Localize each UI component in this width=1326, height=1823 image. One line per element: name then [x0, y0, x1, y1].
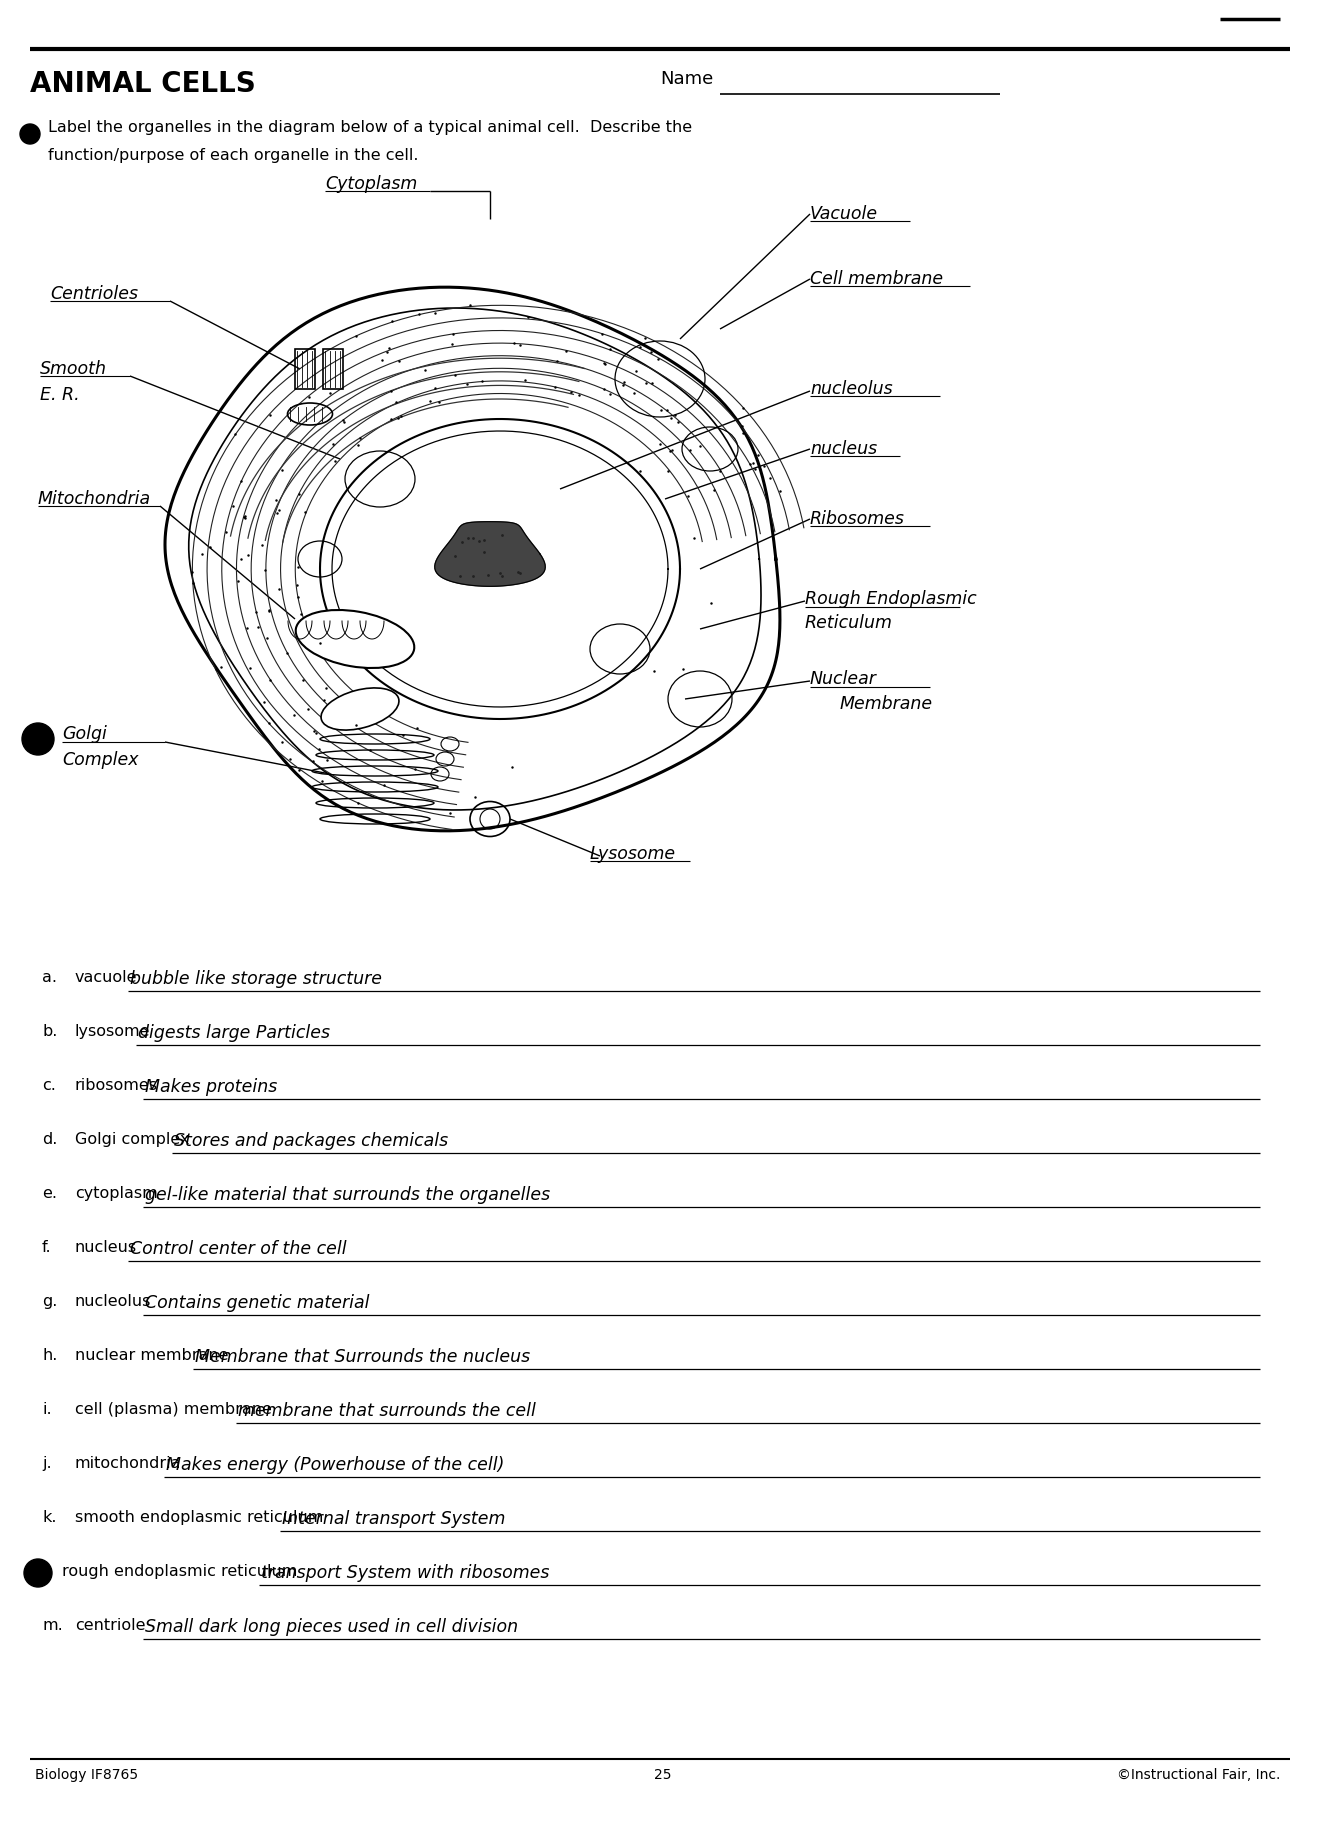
- Text: Control center of the cell: Control center of the cell: [130, 1240, 347, 1258]
- Bar: [324, 350, 343, 390]
- Circle shape: [24, 1559, 52, 1588]
- Text: ANIMAL CELLS: ANIMAL CELLS: [30, 69, 256, 98]
- Text: Makes proteins: Makes proteins: [145, 1077, 277, 1096]
- Text: Golgi: Golgi: [62, 724, 107, 742]
- Text: Membrane that Surrounds the nucleus: Membrane that Surrounds the nucleus: [195, 1347, 530, 1365]
- Text: cytoplasm: cytoplasm: [76, 1185, 158, 1200]
- Text: b.: b.: [42, 1023, 57, 1039]
- Text: nuclear membrane: nuclear membrane: [76, 1347, 228, 1362]
- Text: e.: e.: [42, 1185, 57, 1200]
- Text: f.: f.: [42, 1240, 52, 1254]
- Text: ribosomes: ribosomes: [76, 1077, 158, 1092]
- Text: g.: g.: [42, 1293, 57, 1309]
- Bar: [294, 350, 316, 390]
- Text: Mitochondria: Mitochondria: [38, 490, 151, 509]
- Text: mitochondria: mitochondria: [76, 1455, 182, 1469]
- Text: Cell membrane: Cell membrane: [810, 270, 943, 288]
- Text: Complex: Complex: [62, 751, 138, 769]
- Text: lysosome: lysosome: [76, 1023, 150, 1039]
- Text: j.: j.: [42, 1455, 52, 1469]
- Text: Internal transport System: Internal transport System: [281, 1509, 505, 1528]
- Text: Contains genetic material: Contains genetic material: [145, 1293, 370, 1311]
- Text: transport System with ribosomes: transport System with ribosomes: [261, 1562, 550, 1581]
- Ellipse shape: [321, 689, 399, 731]
- Text: Centrioles: Centrioles: [50, 284, 138, 303]
- Text: E. R.: E. R.: [40, 386, 80, 403]
- Text: digests large Particles: digests large Particles: [138, 1023, 330, 1041]
- Text: d.: d.: [42, 1132, 57, 1147]
- Text: Label the organelles in the diagram below of a typical animal cell.  Describe th: Label the organelles in the diagram belo…: [48, 120, 692, 135]
- Text: nucleus: nucleus: [76, 1240, 137, 1254]
- Polygon shape: [435, 523, 545, 587]
- Ellipse shape: [296, 611, 414, 669]
- Text: Smooth: Smooth: [40, 359, 107, 377]
- Text: membrane that surrounds the cell: membrane that surrounds the cell: [239, 1402, 536, 1420]
- Text: Stores and packages chemicals: Stores and packages chemicals: [174, 1132, 448, 1148]
- Text: nucleolus: nucleolus: [76, 1293, 151, 1309]
- Text: Lysosome: Lysosome: [590, 844, 676, 862]
- Circle shape: [23, 724, 54, 755]
- Text: cell (plasma) membrane: cell (plasma) membrane: [76, 1402, 272, 1416]
- Text: Makes energy (Powerhouse of the cell): Makes energy (Powerhouse of the cell): [166, 1455, 505, 1473]
- Text: c.: c.: [42, 1077, 56, 1092]
- Text: h.: h.: [42, 1347, 57, 1362]
- Text: function/purpose of each organelle in the cell.: function/purpose of each organelle in th…: [48, 148, 419, 162]
- Text: Nuclear: Nuclear: [810, 669, 876, 687]
- Text: Reticulum: Reticulum: [805, 614, 892, 631]
- Text: k.: k.: [42, 1509, 57, 1524]
- Text: nucleolus: nucleolus: [810, 379, 892, 397]
- Text: Membrane: Membrane: [839, 695, 934, 713]
- Text: Cytoplasm: Cytoplasm: [325, 175, 418, 193]
- Text: Biology IF8765: Biology IF8765: [34, 1766, 138, 1781]
- Text: i.: i.: [42, 1402, 52, 1416]
- Text: 25: 25: [654, 1766, 672, 1781]
- Text: gel-like material that surrounds the organelles: gel-like material that surrounds the org…: [145, 1185, 550, 1203]
- Text: centriole: centriole: [76, 1617, 146, 1632]
- Text: ©Instructional Fair, Inc.: ©Instructional Fair, Inc.: [1116, 1766, 1280, 1781]
- Text: smooth endoplasmic reticulum: smooth endoplasmic reticulum: [76, 1509, 324, 1524]
- Text: Small dark long pieces used in cell division: Small dark long pieces used in cell divi…: [145, 1617, 518, 1635]
- Text: a.: a.: [42, 970, 57, 984]
- Text: bubble like storage structure: bubble like storage structure: [130, 970, 382, 988]
- Text: m.: m.: [42, 1617, 62, 1632]
- Text: Ribosomes: Ribosomes: [810, 510, 904, 527]
- Circle shape: [20, 126, 40, 144]
- Text: Name: Name: [660, 69, 713, 88]
- Text: nucleus: nucleus: [810, 439, 876, 458]
- Text: rough endoplasmic reticulum: rough endoplasmic reticulum: [62, 1562, 297, 1579]
- Text: Vacuole: Vacuole: [810, 204, 878, 222]
- Text: vacuole: vacuole: [76, 970, 138, 984]
- Text: Golgi complex: Golgi complex: [76, 1132, 190, 1147]
- Text: Rough Endoplasmic: Rough Endoplasmic: [805, 589, 977, 607]
